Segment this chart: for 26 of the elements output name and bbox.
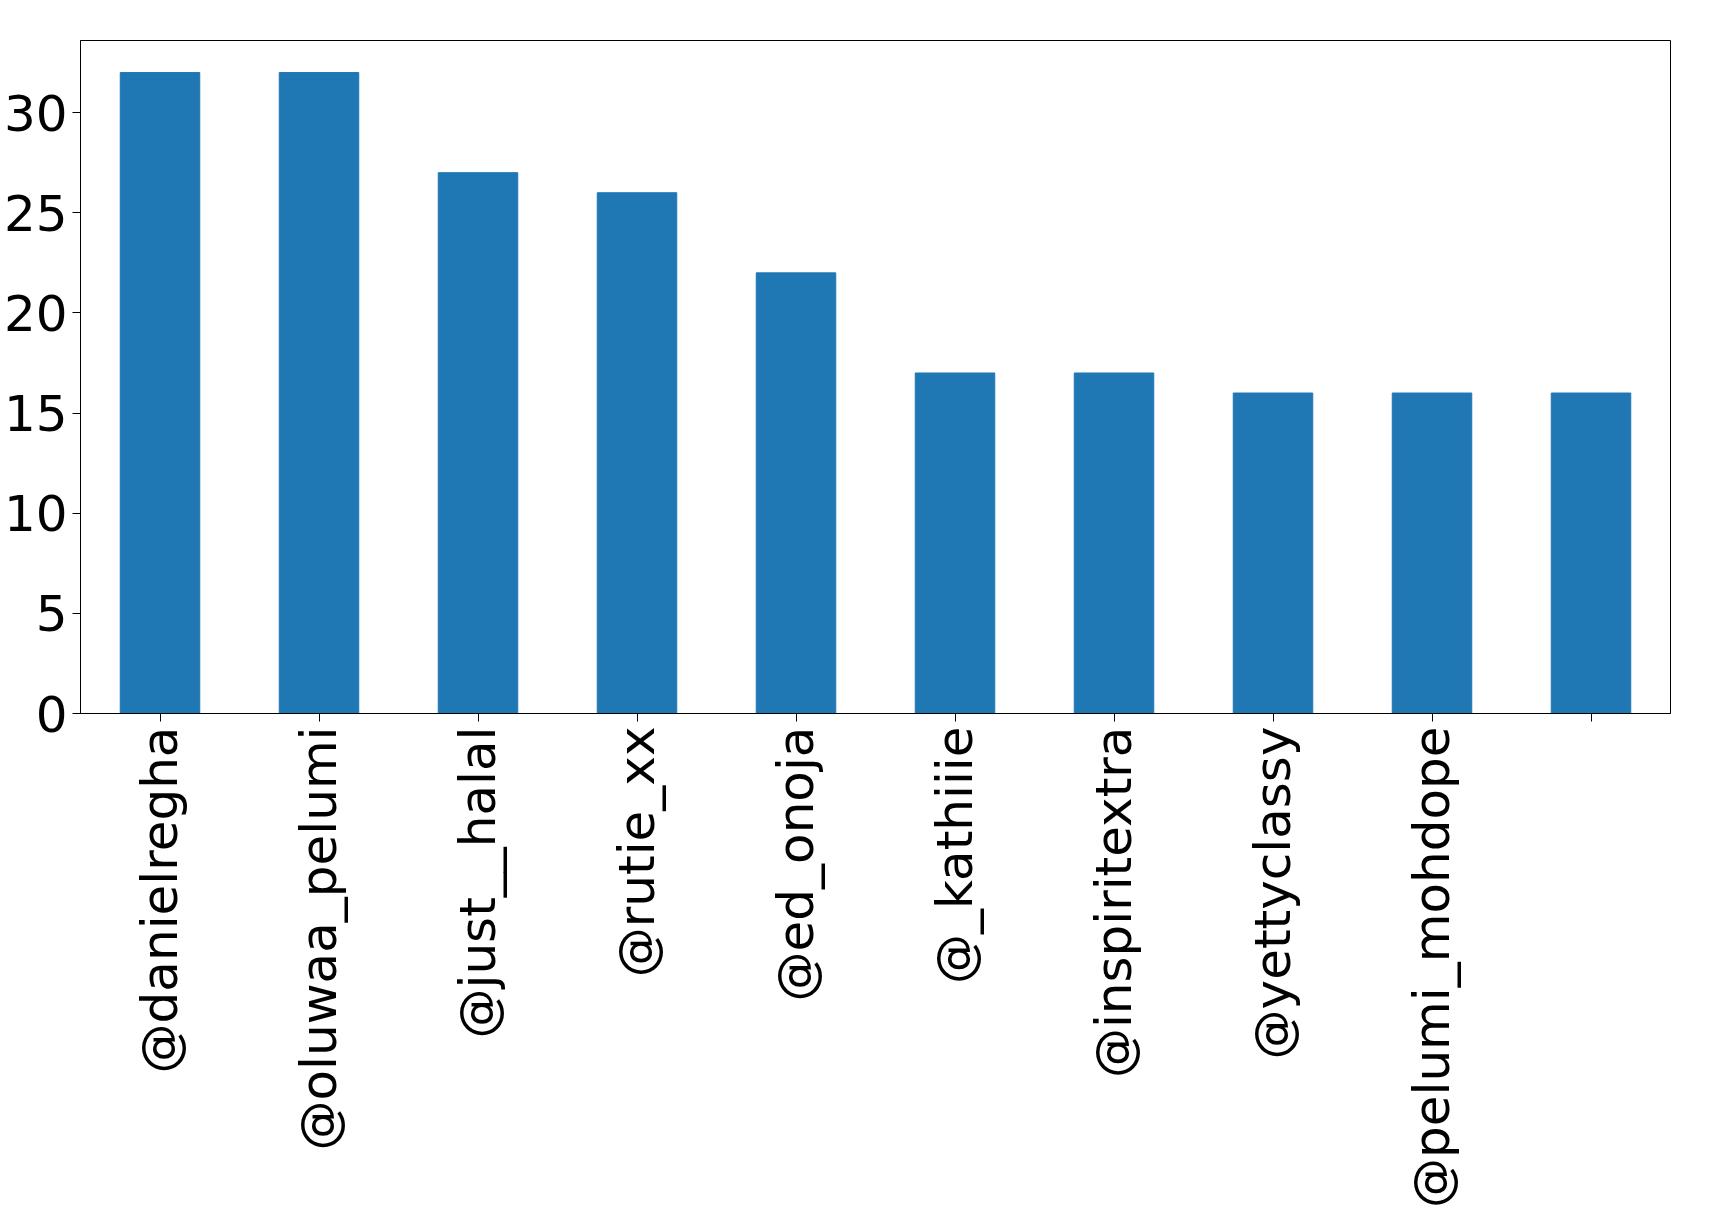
y-tick-label: 10 (3, 485, 68, 544)
bar (1232, 392, 1314, 714)
y-tick-label: 30 (3, 84, 68, 143)
bar (596, 192, 678, 714)
bar (437, 172, 519, 714)
y-tick-label: 20 (3, 284, 68, 343)
x-tick-label: @pelumi_mohdope (1403, 726, 1461, 1208)
bar (119, 72, 201, 714)
x-tick-label: @inspiritextra (1085, 726, 1143, 1079)
bar (278, 72, 360, 714)
bar (1550, 392, 1632, 714)
bar (914, 372, 996, 714)
y-tick-label: 15 (3, 385, 68, 444)
x-tick-label: @yettyclassy (1244, 726, 1302, 1060)
y-tick-label: 25 (3, 184, 68, 243)
bar (1073, 372, 1155, 714)
y-tick-label: 5 (35, 585, 68, 644)
x-tick-label: @danielregha (131, 726, 189, 1074)
bar (755, 272, 837, 714)
x-tick-label: @oluwaa_pelumi (290, 726, 348, 1151)
x-tick-label: @rutie_xx (608, 726, 666, 978)
x-tick-label: @just__halal (449, 726, 507, 1039)
x-tick-label: @_kathiiie (926, 726, 984, 984)
x-tick-label: @ed_onoja (767, 726, 825, 1002)
bar (1391, 392, 1473, 714)
y-tick-label: 0 (35, 685, 68, 744)
